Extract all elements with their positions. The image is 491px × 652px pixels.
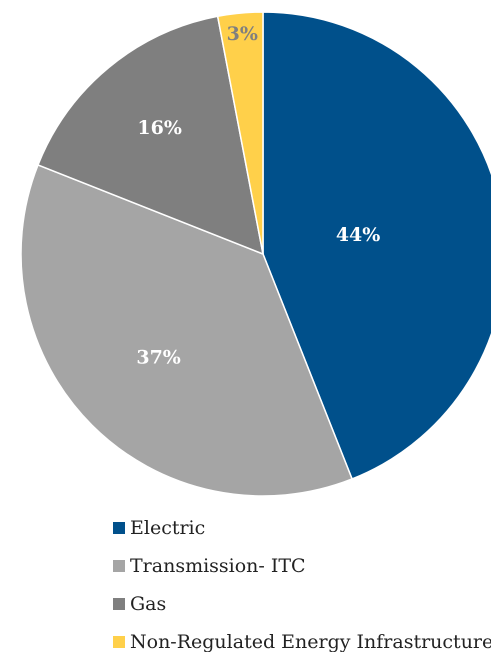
slice-label: 3% bbox=[227, 23, 258, 45]
slice-label: 16% bbox=[137, 117, 182, 139]
legend-text: Transmission- ITC bbox=[130, 555, 306, 577]
legend-text: Electric bbox=[130, 517, 205, 539]
pie-slice bbox=[216, 11, 264, 255]
pie-slice bbox=[37, 15, 264, 256]
legend-swatch bbox=[113, 598, 125, 610]
slice-label: 44% bbox=[336, 224, 381, 246]
legend-swatch bbox=[113, 560, 125, 572]
legend-swatch bbox=[113, 522, 125, 534]
legend-text: Gas bbox=[130, 593, 166, 615]
legend-swatch bbox=[113, 636, 125, 648]
slice-label: 37% bbox=[136, 346, 181, 368]
pie-slice bbox=[20, 163, 354, 497]
legend-text: Non-Regulated Energy Infrastructure bbox=[130, 631, 491, 652]
pie-slice bbox=[262, 11, 491, 480]
